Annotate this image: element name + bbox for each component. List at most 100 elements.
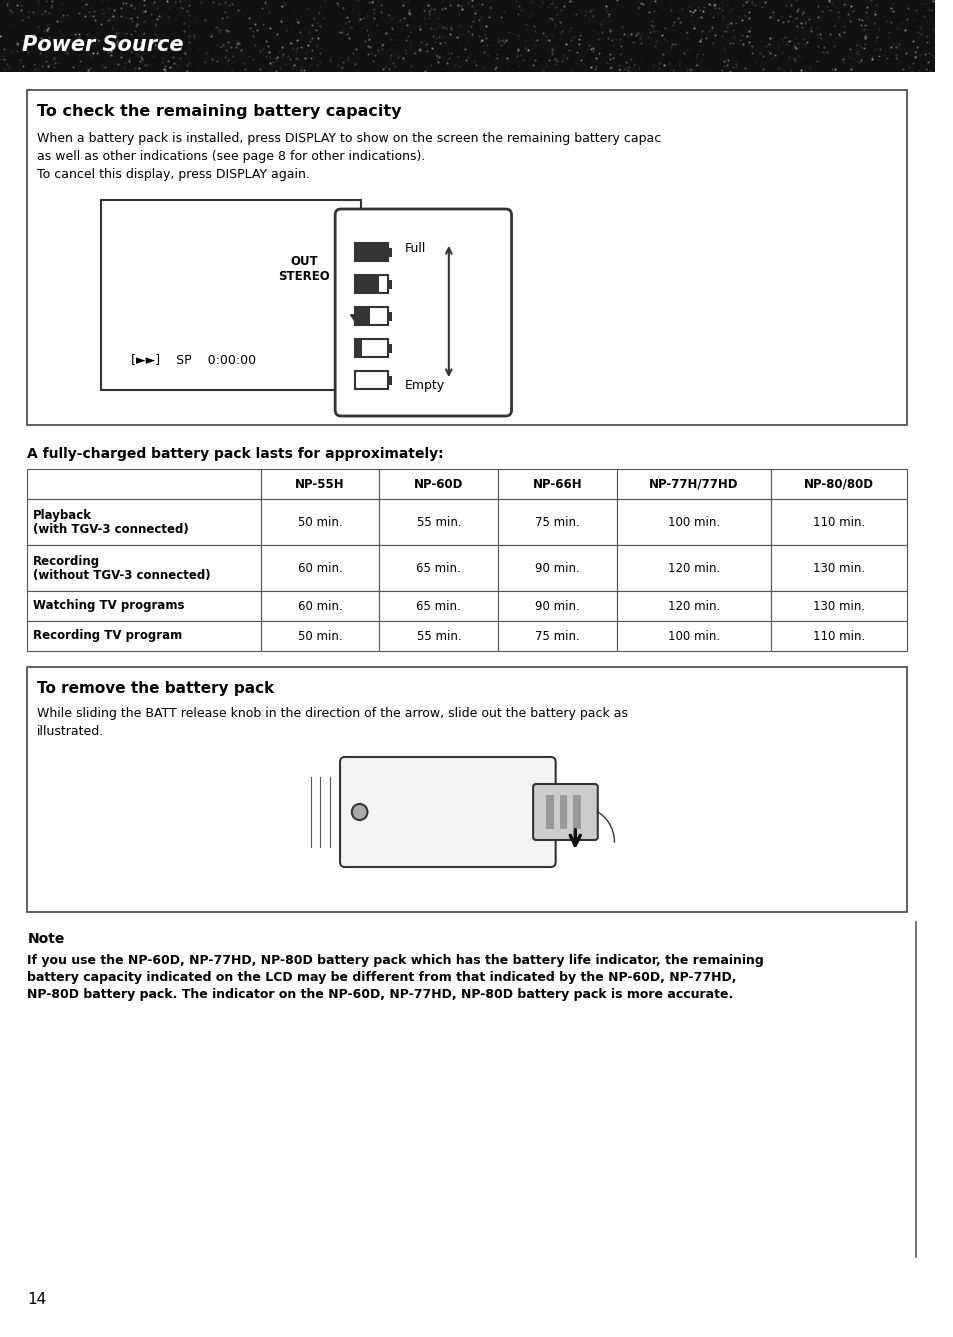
Text: 55 min.: 55 min. [416, 516, 460, 528]
Bar [497, 620, 617, 651]
Text: 60 min.: 60 min. [297, 562, 342, 575]
Text: Watching TV programs: Watching TV programs [33, 599, 185, 612]
FancyBboxPatch shape [533, 783, 598, 840]
Text: (without TGV-3 connected): (without TGV-3 connected) [33, 568, 211, 582]
Text: NP-80/80D: NP-80/80D [803, 477, 873, 491]
Bar [28, 545, 260, 591]
Bar [28, 591, 260, 620]
Bar [388, 247, 392, 257]
Text: illustrated.: illustrated. [37, 725, 105, 738]
Bar [355, 370, 388, 389]
Bar [101, 201, 360, 390]
Bar [497, 469, 617, 499]
Bar [355, 308, 388, 325]
Text: To cancel this display, press DISPLAY again.: To cancel this display, press DISPLAY ag… [37, 168, 310, 180]
Bar [260, 591, 379, 620]
Text: as well as other indications (see page 8 for other indications).: as well as other indications (see page 8… [37, 150, 425, 163]
Bar [388, 344, 392, 353]
Bar [355, 243, 388, 261]
Bar [770, 620, 906, 651]
Bar [28, 499, 260, 545]
Bar [573, 796, 580, 829]
Bar [260, 469, 379, 499]
Bar [545, 796, 553, 829]
Text: 65 min.: 65 min. [416, 599, 460, 612]
Text: Recording: Recording [33, 555, 100, 567]
Bar [388, 279, 392, 289]
Text: NP-77H/77HD: NP-77H/77HD [649, 477, 738, 491]
Bar [617, 545, 770, 591]
Bar [28, 90, 906, 425]
Text: NP-60D: NP-60D [414, 477, 463, 491]
Bar [355, 275, 378, 293]
Bar [379, 545, 497, 591]
Circle shape [352, 804, 367, 820]
Bar [617, 591, 770, 620]
Bar [379, 469, 497, 499]
Bar [0, 0, 934, 72]
Text: 75 min.: 75 min. [535, 516, 579, 528]
Text: 120 min.: 120 min. [667, 599, 720, 612]
Text: 100 min.: 100 min. [667, 630, 720, 643]
Text: To check the remaining battery capacity: To check the remaining battery capacity [37, 104, 401, 119]
Text: OUT
STEREO: OUT STEREO [277, 255, 330, 283]
Text: NP-55H: NP-55H [294, 477, 344, 491]
FancyBboxPatch shape [335, 209, 511, 416]
Text: 100 min.: 100 min. [667, 516, 720, 528]
Text: While sliding the BATT release knob in the direction of the arrow, slide out the: While sliding the BATT release knob in t… [37, 707, 628, 721]
Text: 55 min.: 55 min. [416, 630, 460, 643]
Text: 60 min.: 60 min. [297, 599, 342, 612]
Text: 130 min.: 130 min. [812, 599, 864, 612]
Text: Full: Full [404, 242, 426, 255]
Bar [355, 243, 388, 261]
Bar [379, 499, 497, 545]
Text: (with TGV-3 connected): (with TGV-3 connected) [33, 523, 189, 536]
Text: When a battery pack is installed, press DISPLAY to show on the screen the remain: When a battery pack is installed, press … [37, 132, 660, 144]
Bar [260, 499, 379, 545]
Bar [388, 312, 392, 321]
Bar [559, 796, 567, 829]
Text: If you use the NP-60D, NP-77HD, NP-80D battery pack which has the battery life i: If you use the NP-60D, NP-77HD, NP-80D b… [28, 955, 763, 967]
FancyBboxPatch shape [339, 757, 555, 866]
Bar [355, 308, 370, 325]
Bar [260, 545, 379, 591]
Bar [770, 591, 906, 620]
Text: 110 min.: 110 min. [812, 630, 864, 643]
Bar [617, 499, 770, 545]
Text: Recording TV program: Recording TV program [33, 630, 182, 643]
Text: Note: Note [28, 932, 65, 947]
Text: 130 min.: 130 min. [812, 562, 864, 575]
Bar [770, 469, 906, 499]
Bar [260, 620, 379, 651]
Bar [28, 667, 906, 912]
Text: NP-80D battery pack. The indicator on the NP-60D, NP-77HD, NP-80D battery pack i: NP-80D battery pack. The indicator on th… [28, 988, 733, 1001]
Bar [355, 340, 362, 357]
Bar [355, 340, 388, 357]
Text: [►►]    SP    0:00:00: [►►] SP 0:00:00 [132, 353, 256, 366]
Text: 65 min.: 65 min. [416, 562, 460, 575]
Text: 90 min.: 90 min. [535, 562, 579, 575]
Text: 50 min.: 50 min. [297, 630, 342, 643]
Bar [617, 620, 770, 651]
Bar [497, 499, 617, 545]
Bar [497, 545, 617, 591]
Bar [379, 591, 497, 620]
Text: A fully-charged battery pack lasts for approximately:: A fully-charged battery pack lasts for a… [28, 447, 443, 461]
Bar [388, 376, 392, 385]
Bar [355, 275, 388, 293]
Text: Playback: Playback [33, 508, 92, 521]
Text: 110 min.: 110 min. [812, 516, 864, 528]
Bar [617, 469, 770, 499]
Text: 120 min.: 120 min. [667, 562, 720, 575]
Text: 14: 14 [28, 1292, 47, 1308]
Text: To remove the battery pack: To remove the battery pack [37, 681, 274, 697]
Bar [770, 499, 906, 545]
Text: 75 min.: 75 min. [535, 630, 579, 643]
Text: Power Source: Power Source [22, 35, 183, 55]
Bar [379, 620, 497, 651]
Text: 50 min.: 50 min. [297, 516, 342, 528]
Bar [28, 620, 260, 651]
Text: battery capacity indicated on the LCD may be different from that indicated by th: battery capacity indicated on the LCD ma… [28, 971, 736, 984]
Bar [497, 591, 617, 620]
Bar [770, 545, 906, 591]
